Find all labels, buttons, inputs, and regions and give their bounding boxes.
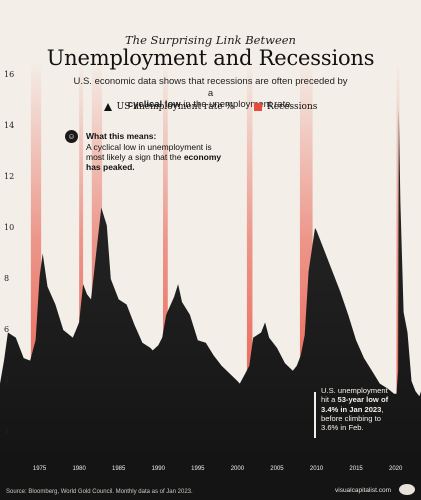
recession-band [396,60,400,462]
legend-label-recessions: Recessions [266,102,318,112]
legend-item-unemployment: US unemployment rate % [103,102,234,112]
recession-band [79,60,84,462]
legend-item-recessions: Recessions [253,102,318,112]
footer-source: Source: Bloomberg, World Gold Council. M… [6,489,193,495]
chart-title: Unemployment and Recessions [46,46,375,70]
unemployment-area [0,108,421,462]
callout-body-text: A cyclical low in unemployment is most l… [86,142,212,162]
x-tick-label: 1985 [112,466,126,472]
y-tick-label: 16 [4,70,15,79]
description-bold: cyclical low [127,99,181,110]
x-tick-label: 1990 [151,466,165,472]
annotation-line3-post: , [381,404,384,414]
callout-heading: What this means: [86,131,157,141]
thinking-face-icon: ☺ [65,130,78,143]
description-line2: in the unemployment rate. [180,99,294,110]
chart-subtitle: The Surprising Link Between [125,33,296,47]
recession-band [246,60,253,462]
legend: US unemployment rate % Recessions [0,102,421,112]
y-tick-label: 12 [4,172,15,181]
x-tick-label: 2000 [230,466,245,472]
callout-body: A cyclical low in unemployment is most l… [86,142,226,172]
y-tick-label: 10 [4,223,15,232]
annotation-line3-bold: 3.4% in Jan 2023 [321,404,382,414]
recession-band [163,60,168,462]
x-tick-label: 2015 [349,466,363,472]
annotation-line4: before climbing to [321,413,381,423]
x-tick-label: 1975 [32,466,47,472]
x-tick-label: 2005 [270,466,284,472]
annotation-line1: U.S. unemployment [321,386,388,395]
unemployment-area-layer [0,108,421,462]
x-axis-strip [0,462,421,500]
legend-label-unemployment: US unemployment rate % [116,102,234,112]
x-tick-label: 2020 [388,466,403,472]
chart-description: U.S. economic data shows that recessions… [70,76,351,111]
visualcapitalist-logo-icon [399,484,415,495]
description-line1: U.S. economic data shows that recessions… [73,76,348,99]
callout-body-bold: economy has peaked. [86,152,222,172]
annotation-line2-pre: hit a [321,395,338,405]
annotation-text: U.S. unemployment hit a 53-year low of 3… [321,386,403,432]
x-tick-label: 1980 [72,466,86,472]
triangle-icon [103,103,112,111]
x-tick-label: 2010 [309,466,324,472]
annotation-line [314,392,316,438]
y-tick-label: 2 [4,427,10,436]
annotation-line5: 3.6% in Feb. [321,423,364,433]
y-tick-label: 4 [4,376,10,385]
footer-brand[interactable]: visualcapitalist.com [335,487,391,494]
square-icon [253,103,262,111]
y-tick-label: 8 [4,274,10,283]
annotation-line2-bold: 53-year low of [337,395,389,405]
x-tick-label: 1995 [191,466,205,472]
recession-band [30,60,42,462]
y-tick-label: 14 [4,121,15,130]
y-tick-label: 6 [4,325,10,334]
